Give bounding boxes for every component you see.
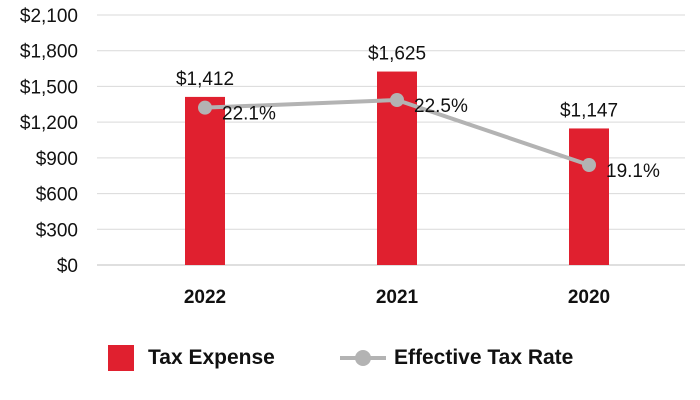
x-tick-label: 2020 (568, 287, 610, 308)
bar-2022 (185, 96, 225, 266)
legend: Tax Expense Effective Tax Rate (0, 338, 700, 378)
y-tick-label: $600 (36, 185, 78, 206)
y-tick-label: $900 (36, 149, 78, 170)
legend-swatch-line (340, 345, 386, 371)
legend-item-effective-tax-rate: Effective Tax Rate (340, 338, 573, 378)
y-tick-label: $2,100 (20, 6, 78, 27)
legend-item-tax-expense: Tax Expense (108, 338, 275, 378)
bar-value-label: $1,412 (176, 69, 234, 90)
bar-2020 (569, 128, 609, 265)
x-tick-label: 2021 (376, 287, 419, 308)
rate-value-label: 22.5% (414, 96, 468, 117)
legend-label-effective-tax-rate: Effective Tax Rate (394, 346, 574, 369)
y-tick-label: $1,500 (20, 77, 78, 98)
rate-value-label: 22.1% (222, 104, 276, 125)
y-tick-label: $300 (36, 220, 78, 241)
legend-swatch-bar (108, 345, 134, 371)
bar-value-label: $1,625 (368, 44, 426, 65)
data-labels: $1,412 $1,625 $1,147 22.1% 22.5% 19.1% (176, 44, 660, 182)
y-tick-label: $1,200 (20, 113, 78, 134)
x-tick-label: 2022 (184, 287, 226, 308)
y-tick-label: $1,800 (20, 42, 78, 63)
y-axis: $0 $300 $600 $900 $1,200 $1,500 $1,800 $2,100 (20, 6, 78, 277)
x-axis: 2022 2021 2020 (184, 287, 610, 308)
legend-line-marker (355, 350, 371, 366)
rate-marker-2020 (582, 158, 596, 172)
effective-tax-rate-line (198, 93, 596, 172)
rate-value-label: 19.1% (606, 161, 660, 182)
y-tick-label: $0 (57, 256, 78, 277)
legend-label-tax-expense: Tax Expense (148, 346, 275, 369)
bar-value-label: $1,147 (560, 100, 618, 121)
rate-marker-2022 (198, 100, 212, 115)
rate-marker-2021 (390, 93, 404, 107)
